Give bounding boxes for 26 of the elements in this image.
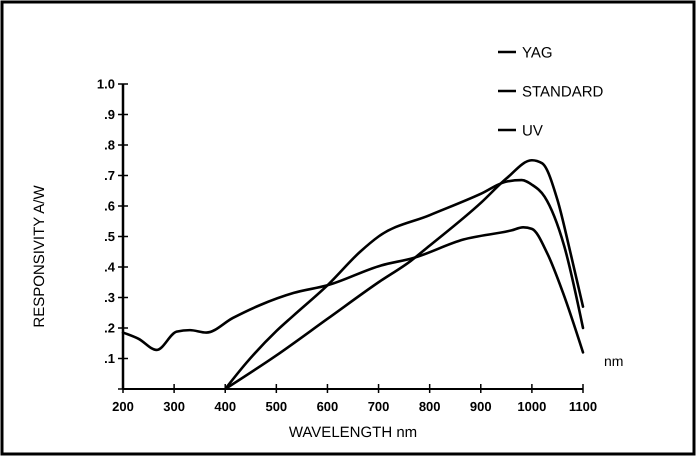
x-tick-label: 600: [316, 399, 338, 414]
x-tick-label: 200: [112, 399, 134, 414]
y-tick-label: 1.0: [96, 76, 115, 92]
text: nm: [604, 353, 624, 369]
x-tick-label: 900: [470, 399, 492, 414]
y-tick-label: .1: [104, 351, 115, 366]
x-tick-label: 700: [368, 399, 390, 414]
y-axis-title: RESPONSIVITY A/W: [31, 184, 48, 328]
y-tick-label: .4: [104, 260, 116, 275]
y-tick-label: .6: [104, 198, 115, 214]
y-tick-label: .3: [104, 290, 115, 306]
y-tick-label: .7: [104, 168, 115, 184]
x-tick-label: 1100: [568, 399, 598, 414]
x-tick-label: 1000: [517, 399, 546, 414]
legend-label: STANDARD: [522, 83, 604, 100]
legend-label: YAG: [522, 44, 553, 62]
legend-label: UV: [522, 122, 543, 140]
x-tick-label: 500: [265, 399, 288, 414]
y-tick-label: .2: [104, 320, 115, 336]
x-tick-label: 800: [418, 399, 441, 414]
x-tick-label: 400: [214, 399, 236, 414]
x-tick-label: 300: [163, 399, 185, 414]
y-tick-label: .9: [104, 107, 115, 122]
y-tick-label: .5: [104, 229, 115, 244]
x-axis-title: WAVELENGTH nm: [288, 424, 418, 441]
y-tick-label: .8: [104, 138, 115, 153]
